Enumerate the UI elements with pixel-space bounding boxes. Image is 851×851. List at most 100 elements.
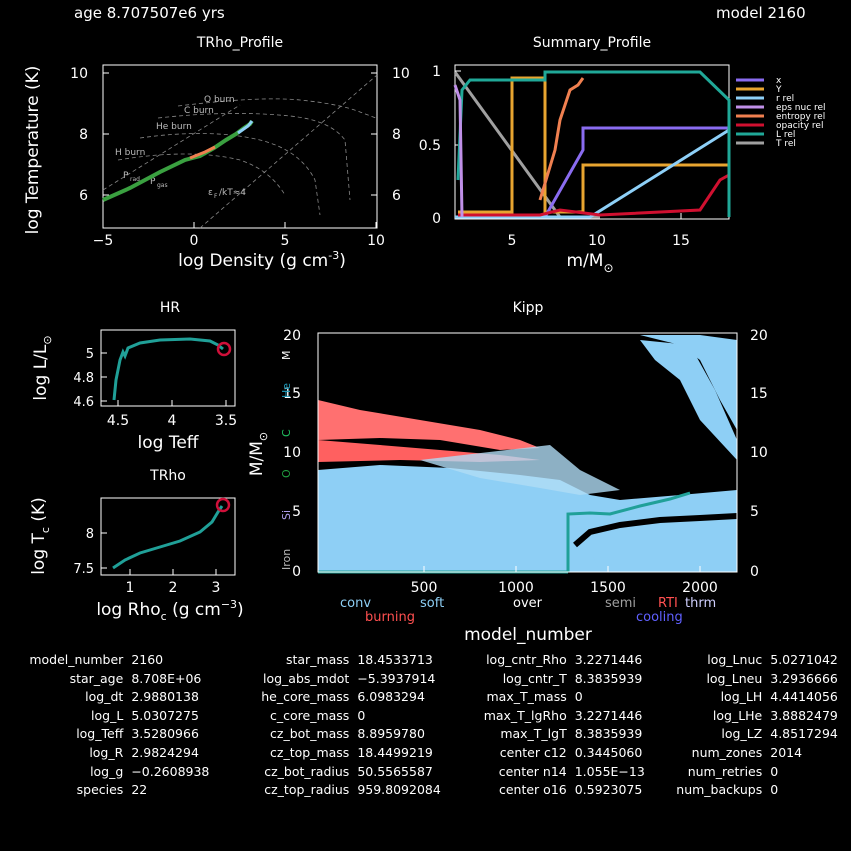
stat-value: 3.2936666 — [770, 670, 838, 686]
stats-row: species 22 cz_top_radius 959.8092084 center … — [20, 781, 851, 800]
stat-key: cz_bot_mass — [270, 726, 350, 742]
ann-ef: ε — [208, 188, 213, 198]
legend-item: Y — [775, 85, 782, 95]
kipp-legend-conv: conv — [340, 596, 371, 611]
stat-key: log_LHe — [712, 707, 763, 723]
stat-value: 3.2271446 — [574, 707, 643, 723]
stats-row: model_number 2160 star_mass 18.4533713 log_c… — [20, 651, 851, 670]
tick: 5 — [508, 233, 517, 249]
kipp-legend-over: over — [513, 596, 543, 611]
trho-xlabel: log Rhoc (g cm−3) — [96, 598, 243, 623]
ann-ef-end: /kT≈4 — [219, 188, 246, 198]
stat-key: cz_bot_radius — [264, 763, 350, 779]
tick: 5 — [750, 504, 759, 520]
stat-key: max_T_lgT — [500, 726, 567, 742]
tick: 3.5 — [215, 413, 237, 429]
tick: 0 — [750, 564, 759, 580]
stat-value: 1.055E−13 — [574, 763, 645, 779]
tick: 8 — [392, 127, 401, 143]
tick: 2 — [169, 580, 178, 596]
ann-prad: P — [123, 171, 129, 181]
stat-value: 6.0983294 — [357, 689, 425, 705]
ann-c-burn: C burn — [184, 106, 214, 116]
stat-key: num_retries — [687, 763, 763, 779]
stats-row: log_R 2.9824294 cz_top_mass 18.4499219 cente… — [20, 744, 851, 763]
tick: 5 — [292, 504, 301, 520]
kipp-side-o: O — [280, 469, 293, 478]
stat-key: log_R — [89, 744, 124, 760]
stat-key: log_LZ — [721, 726, 763, 742]
hr-title: HR — [160, 300, 181, 316]
kipp-side-si: Si — [280, 510, 293, 520]
stat-value: 8.3835939 — [574, 670, 643, 686]
tick: 2000 — [682, 580, 718, 596]
tick: 0 — [292, 564, 301, 580]
kipp-legend-rti: RTI — [658, 596, 678, 611]
tick: 8 — [79, 127, 88, 143]
stat-value: 2.9824294 — [131, 744, 199, 760]
tick: 8 — [86, 527, 94, 542]
tick: 1 — [432, 64, 441, 80]
legend-item: r rel — [776, 94, 794, 104]
kipp-legend-semi: semi — [605, 596, 636, 611]
tick: 4 — [168, 413, 177, 429]
hr-xlabel: log Teff — [138, 433, 200, 453]
kipp-side-c: C — [280, 429, 293, 437]
tick: 0 — [190, 233, 199, 249]
ann-o-burn: O burn — [204, 95, 235, 105]
tick: −5 — [93, 233, 114, 249]
model-label: model 2160 — [716, 4, 806, 22]
stat-value: 8.8959780 — [357, 726, 425, 742]
trho-profile-ylabel: log Temperature (K) — [23, 66, 43, 235]
stats-row: log_Teff 3.5280966 cz_bot_mass 8.8959780 max… — [20, 725, 851, 744]
tick: 500 — [411, 580, 438, 596]
stat-value: 4.4414056 — [770, 689, 838, 705]
kipp-legend-burning: burning — [365, 610, 415, 625]
stat-value: 4.8517294 — [770, 726, 838, 742]
stat-value: 0 — [574, 689, 583, 705]
trho-title: TRho — [149, 468, 186, 484]
legend-item: L rel — [776, 130, 795, 140]
kipp-legend-soft: soft — [420, 596, 444, 611]
stat-value: 0 — [770, 782, 779, 798]
legend-item: x — [776, 76, 782, 86]
legend-item: T rel — [775, 139, 796, 149]
stat-value: 18.4533713 — [357, 652, 433, 667]
stat-key: cz_top_mass — [270, 744, 350, 760]
stat-key: species — [76, 782, 124, 798]
summary-profile-plot: Summary_Profile 5 10 15 0 0.5 1 — [419, 35, 826, 275]
kipp-side-m: M — [280, 351, 293, 361]
ann-pgas: P — [150, 177, 156, 187]
stat-value: 0.3445060 — [574, 744, 643, 760]
stat-key: c_core_mass — [270, 707, 350, 723]
trho-ylabel: log Tc (K) — [29, 497, 52, 575]
ann-pgas-sub: gas — [157, 182, 168, 189]
stat-value: 0 — [770, 763, 779, 779]
stat-value: 8.3835939 — [574, 726, 643, 742]
tick: 7.5 — [73, 562, 94, 577]
kipp-side-he: He — [280, 383, 293, 398]
ann-he-burn: He burn — [156, 122, 192, 132]
stat-value: 3.8882479 — [770, 707, 838, 723]
stats-table: model_number 2160 star_mass 18.4533713 log_c… — [20, 651, 851, 800]
age-label: age 8.707507e6 yrs — [74, 4, 225, 22]
stat-key: log_dt — [85, 689, 124, 705]
stat-key: log_Lnuc — [707, 652, 763, 667]
kipp-side-iron: Iron — [280, 549, 293, 570]
tick: 15 — [672, 233, 690, 249]
stat-key: log_cntr_Rho — [486, 652, 567, 667]
tick: 10 — [392, 66, 410, 82]
tick: 3 — [212, 580, 221, 596]
kipp-legend-thrm: thrm — [685, 596, 716, 611]
tick: 20 — [283, 328, 301, 344]
stat-value: 18.4499219 — [357, 744, 433, 760]
stat-value: 3.5280966 — [131, 726, 199, 742]
kipp-xlabel: model_number — [464, 625, 592, 645]
hr-ylabel: log L/L⊙ — [31, 335, 54, 400]
legend-item: entropy rel — [776, 112, 825, 122]
stat-value: 5.0271042 — [770, 652, 838, 667]
trho-profile-plot: TRho_Profile −5 0 5 10 6 8 10 6 8 10 O b… — [23, 35, 410, 271]
stat-key: star_age — [69, 670, 124, 686]
kipp-plot: Kipp 500 1000 1500 2000 0 5 10 15 20 — [247, 300, 768, 645]
